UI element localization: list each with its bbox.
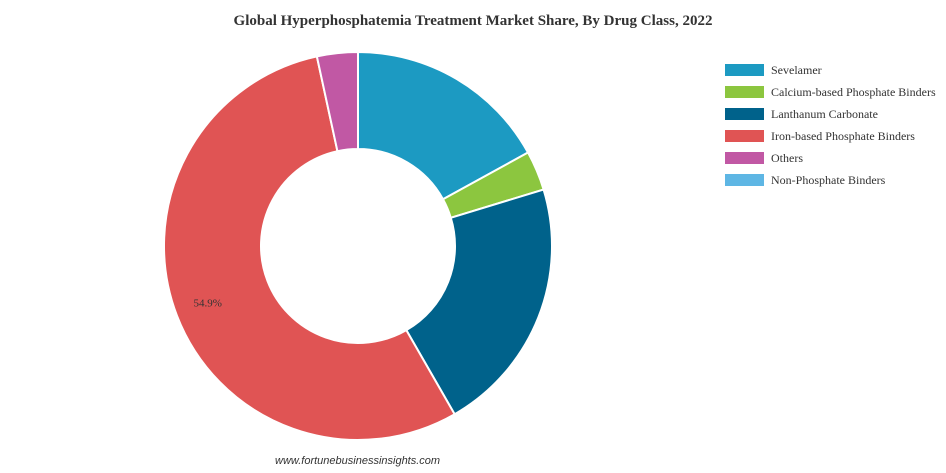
legend-item-iron-based-phosphate-binders[interactable]: Iron-based Phosphate Binders: [725, 125, 936, 147]
slice-others[interactable]: [315, 50, 359, 153]
legend-swatch: [725, 64, 764, 76]
chart-title: Global Hyperphosphatemia Treatment Marke…: [233, 13, 713, 29]
legend-swatch: [725, 130, 764, 142]
legend-item-lanthanum-carbonate[interactable]: Lanthanum Carbonate: [725, 103, 936, 125]
legend-item-calcium-based-phosphate-binders[interactable]: Calcium-based Phosphate Binders: [725, 81, 936, 103]
slice-iron-based-phosphate-binders[interactable]: [163, 55, 457, 441]
slice-lanthanum-carbonate[interactable]: [404, 188, 553, 416]
chart-legend: Sevelamer Calcium-based Phosphate Binders…: [725, 59, 936, 191]
legend-item-others[interactable]: Others: [725, 147, 936, 169]
slice-sevelamer[interactable]: [357, 50, 530, 201]
source-credit: www.fortunebusinessinsights.com: [275, 455, 441, 467]
legend-label: Iron-based Phosphate Binders: [771, 128, 915, 143]
legend-swatch: [725, 108, 764, 120]
legend-label: Sevelamer: [771, 62, 822, 77]
legend-label: Calcium-based Phosphate Binders: [771, 84, 936, 99]
data-label-iron-based-phosphate-binders: 54.9%: [194, 297, 222, 309]
legend-swatch: [725, 174, 764, 186]
legend-label: Others: [771, 150, 803, 165]
legend-label: Non-Phosphate Binders: [771, 172, 886, 187]
legend-swatch: [725, 86, 764, 98]
legend-item-non-phosphate-binders[interactable]: Non-Phosphate Binders: [725, 169, 936, 191]
legend-swatch: [725, 152, 764, 164]
legend-item-sevelamer[interactable]: Sevelamer: [725, 59, 936, 81]
legend-label: Lanthanum Carbonate: [771, 106, 878, 121]
